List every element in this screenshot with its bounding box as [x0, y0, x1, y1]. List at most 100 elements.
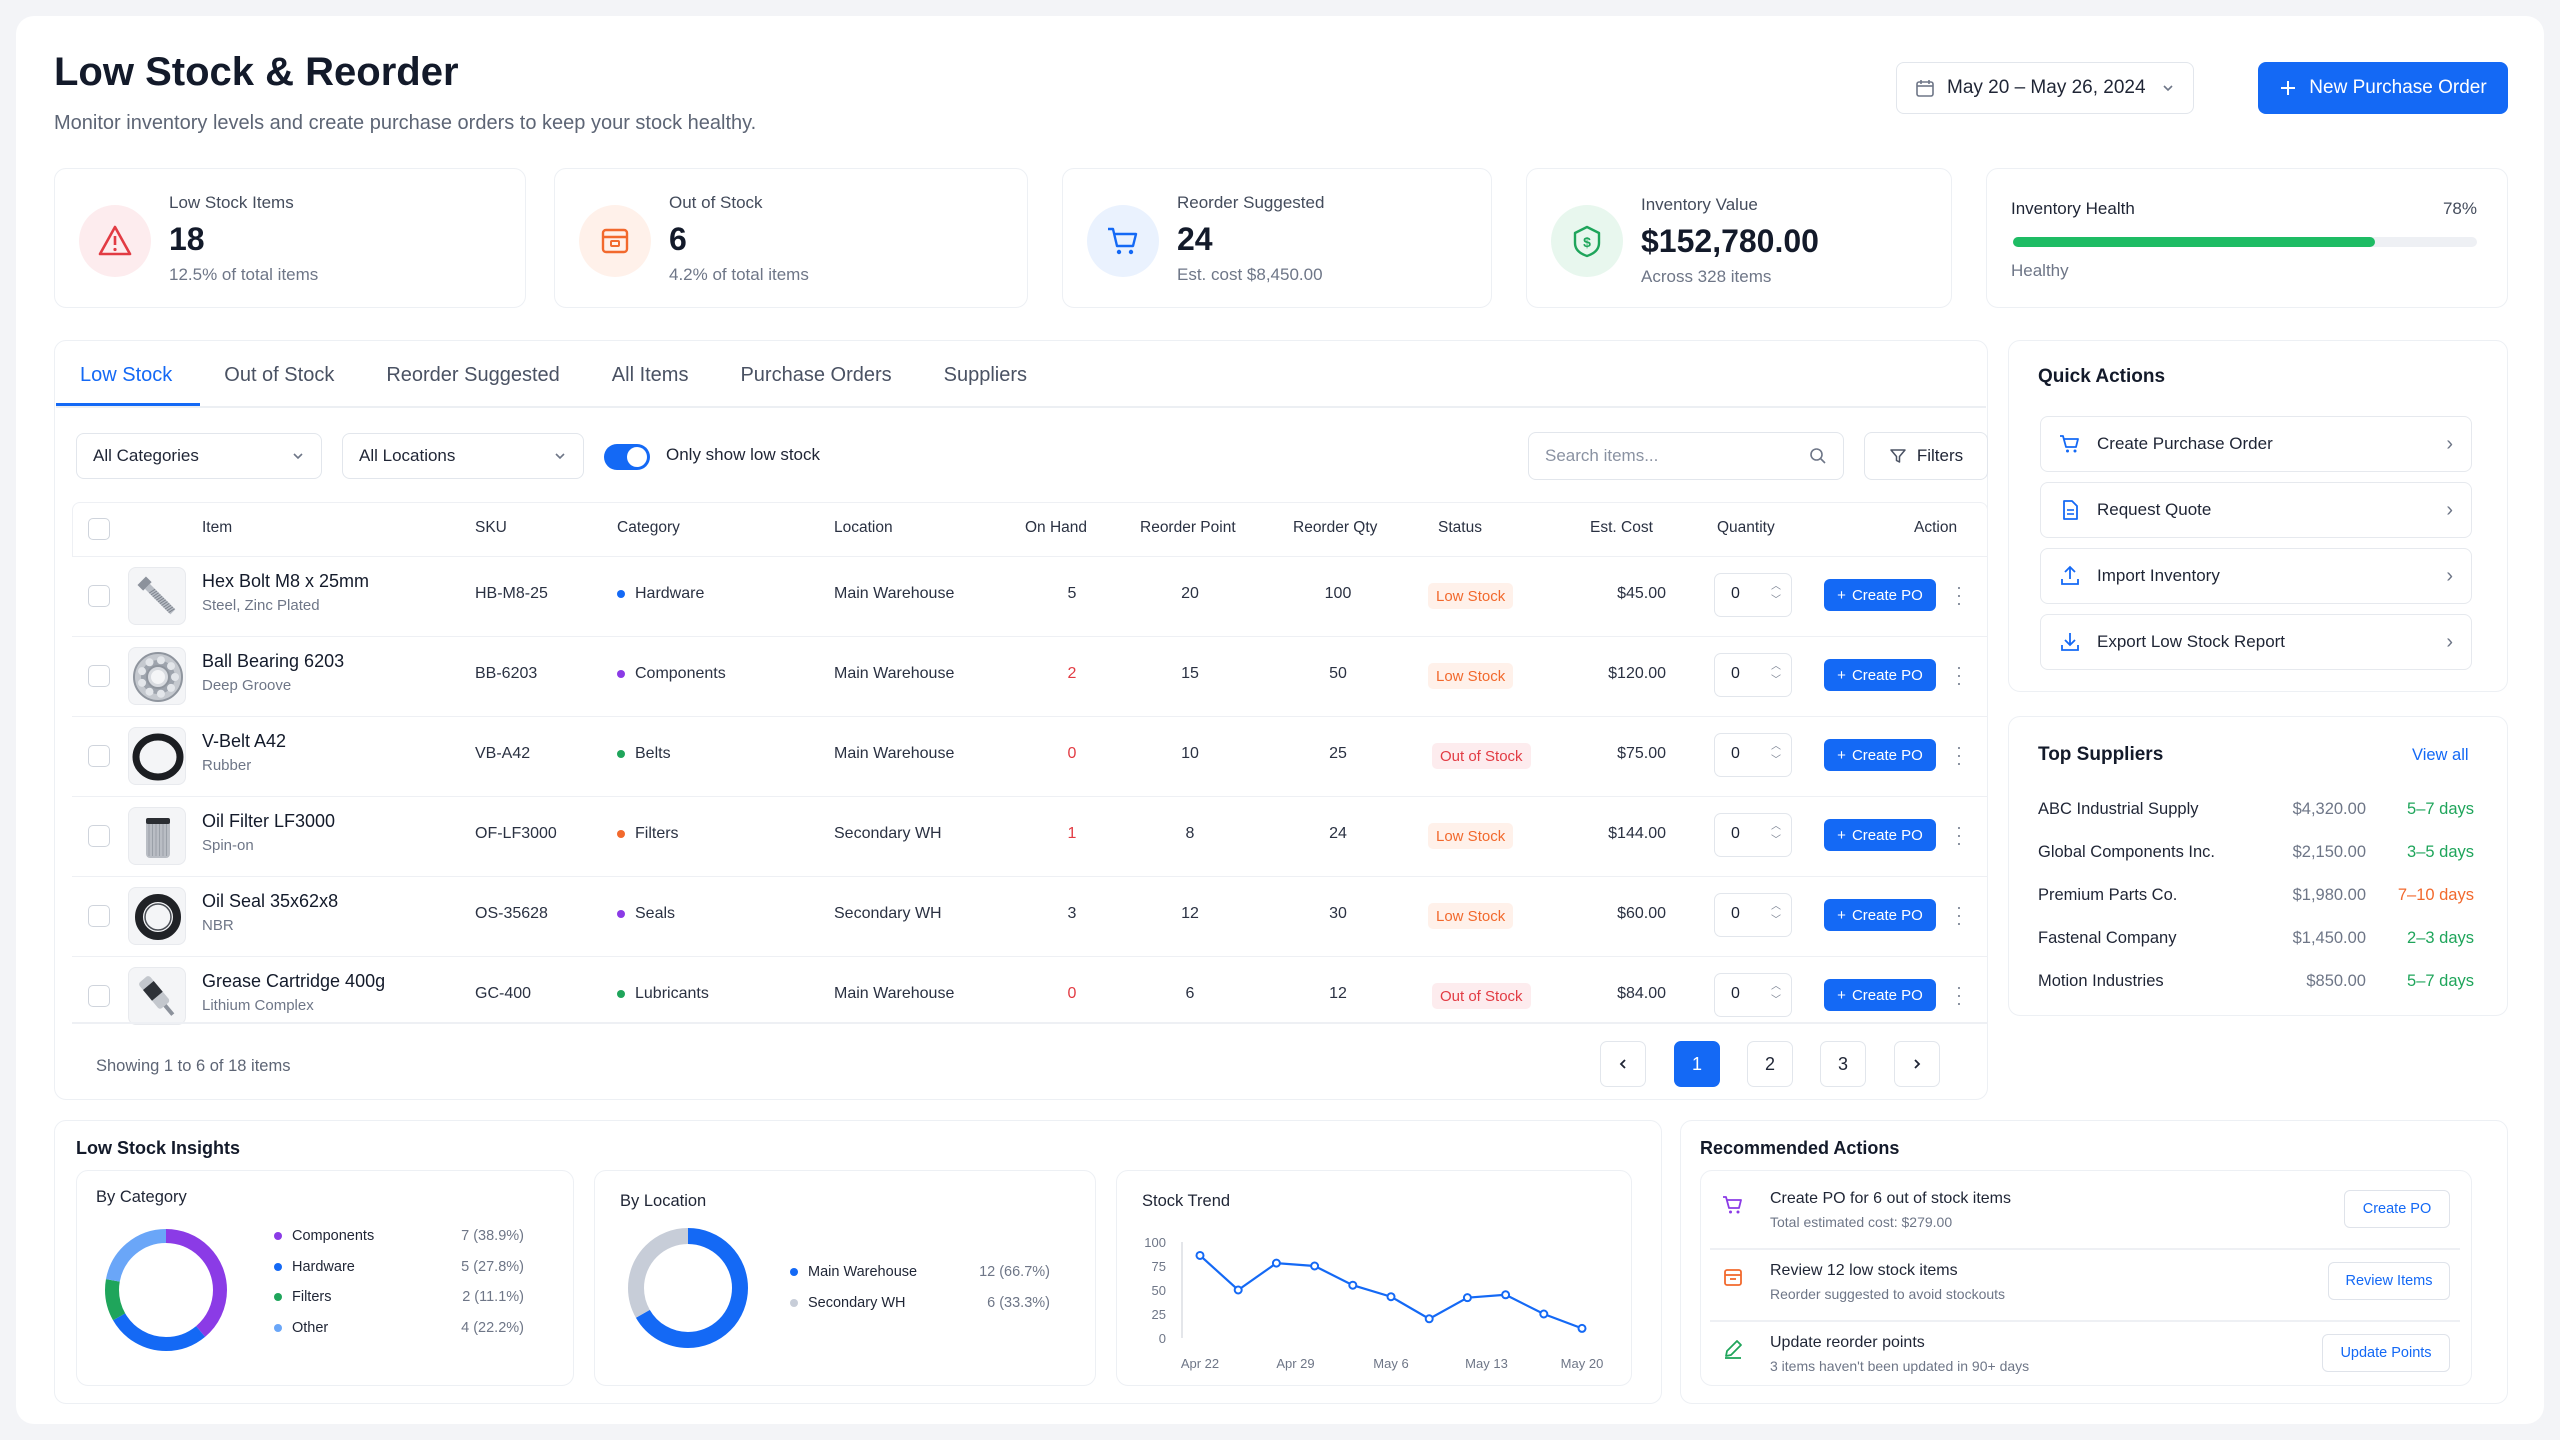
tab-reorder-suggested[interactable]: Reorder Suggested [386, 364, 560, 386]
low-stock-toggle[interactable] [604, 444, 650, 470]
legend-label: Other [292, 1319, 329, 1336]
more-options-icon[interactable]: · · · [1956, 737, 1962, 773]
view-all-suppliers-link[interactable]: View all [2412, 746, 2469, 764]
item-spec: Lithium Complex [202, 997, 314, 1014]
recommended-action-button[interactable]: Create PO [2344, 1190, 2450, 1228]
table-row: V-Belt A42 Rubber VB-A42 Belts Main Ware… [72, 716, 1988, 796]
increment-icon[interactable]: ︿ [1771, 821, 1781, 832]
more-options-icon[interactable]: · · · [1956, 817, 1962, 853]
page-button-2[interactable]: 2 [1747, 1041, 1793, 1087]
row-checkbox[interactable] [88, 745, 110, 767]
quantity-stepper[interactable]: 0 ︿ ﹀ [1714, 893, 1792, 937]
increment-icon[interactable]: ︿ [1771, 661, 1781, 672]
plus-icon: + [1837, 906, 1846, 924]
create-po-label: Create PO [1851, 906, 1923, 924]
create-po-button[interactable]: + Create PO [1824, 579, 1936, 611]
by-category-title: By Category [96, 1188, 187, 1206]
category-select[interactable]: All Categories [76, 433, 322, 479]
create-po-button[interactable]: + Create PO [1824, 819, 1936, 851]
decrement-icon[interactable]: ﹀ [1771, 835, 1781, 846]
increment-icon[interactable]: ︿ [1771, 901, 1781, 912]
grease-icon [128, 967, 186, 1025]
item-spec: Spin-on [202, 837, 254, 854]
tab-suppliers[interactable]: Suppliers [943, 364, 1028, 386]
item-name[interactable]: V-Belt A42 [202, 731, 287, 751]
new-purchase-order-label: New Purchase Order [2309, 77, 2487, 98]
decrement-icon[interactable]: ﹀ [1771, 595, 1781, 606]
item-name[interactable]: Oil Filter LF3000 [202, 811, 336, 831]
row-checkbox[interactable] [88, 905, 110, 927]
item-name[interactable]: Hex Bolt M8 x 25mm [202, 571, 370, 591]
tab-out-of-stock[interactable]: Out of Stock [224, 364, 335, 386]
supplier-name[interactable]: Global Components Inc. [2038, 843, 2216, 861]
create-po-button[interactable]: + Create PO [1824, 659, 1936, 691]
decrement-icon[interactable]: ﹀ [1771, 995, 1781, 1006]
item-category-label: Seals [635, 905, 676, 922]
item-category: Lubricants [617, 985, 709, 1003]
quick-action-export-report[interactable]: Export Low Stock Report › [2040, 614, 2472, 670]
quick-action-request-quote[interactable]: Request Quote › [2040, 482, 2472, 538]
supplier-name[interactable]: Motion Industries [2038, 972, 2164, 990]
quantity-stepper[interactable]: 0 ︿ ﹀ [1714, 973, 1792, 1017]
row-checkbox[interactable] [88, 985, 110, 1007]
more-options-icon[interactable]: · · · [1956, 577, 1962, 613]
increment-icon[interactable]: ︿ [1771, 981, 1781, 992]
search-input[interactable]: Search items... [1528, 432, 1844, 480]
more-options-icon[interactable]: · · · [1956, 897, 1962, 933]
recommended-action-item: Update reorder points 3 items haven't bee… [1700, 1322, 2470, 1392]
more-options-icon[interactable]: · · · [1956, 657, 1962, 693]
chevron-right-icon [1914, 1059, 1921, 1069]
item-est-cost: $45.00 [1617, 585, 1666, 602]
supplier-name[interactable]: Fastenal Company [2038, 929, 2177, 947]
page-button-3[interactable]: 3 [1820, 1041, 1866, 1087]
recommended-action-button[interactable]: Update Points [2322, 1334, 2450, 1372]
new-purchase-order-button[interactable]: New Purchase Order [2258, 62, 2508, 114]
box-icon [1722, 1266, 1744, 1288]
supplier-name[interactable]: ABC Industrial Supply [2038, 800, 2199, 818]
quantity-stepper[interactable]: 0 ︿ ﹀ [1714, 573, 1792, 617]
tab-all-items[interactable]: All Items [611, 364, 689, 386]
row-checkbox[interactable] [88, 825, 110, 847]
create-po-button[interactable]: + Create PO [1824, 979, 1936, 1011]
x-tick-label: May 20 [1561, 1356, 1604, 1371]
row-checkbox[interactable] [88, 665, 110, 687]
health-label: Inventory Health [2011, 199, 2135, 218]
tab-purchase-orders[interactable]: Purchase Orders [740, 364, 892, 386]
item-est-cost: $120.00 [1608, 665, 1666, 682]
item-name[interactable]: Oil Seal 35x62x8 [202, 891, 339, 911]
recommended-action-button[interactable]: Review Items [2328, 1262, 2450, 1300]
decrement-icon[interactable]: ﹀ [1771, 915, 1781, 926]
more-options-icon[interactable]: · · · [1956, 977, 1962, 1013]
create-po-button[interactable]: + Create PO [1824, 739, 1936, 771]
increment-icon[interactable]: ︿ [1771, 581, 1781, 592]
create-po-button[interactable]: + Create PO [1824, 899, 1936, 931]
row-checkbox[interactable] [88, 585, 110, 607]
location-select[interactable]: All Locations [342, 433, 584, 479]
supplier-name[interactable]: Premium Parts Co. [2038, 886, 2178, 904]
stock-trend-point [1233, 1285, 1243, 1295]
tab-low-stock[interactable]: Low Stock [56, 348, 201, 406]
quantity-stepper[interactable]: 0 ︿ ﹀ [1714, 653, 1792, 697]
item-name[interactable]: Grease Cartridge 400g [202, 971, 386, 991]
previous-page-button[interactable] [1600, 1041, 1646, 1087]
status-badge: Out of Stock [1432, 743, 1531, 769]
item-name[interactable]: Ball Bearing 6203 [202, 651, 345, 671]
quantity-stepper[interactable]: 0 ︿ ﹀ [1714, 733, 1792, 777]
cart-icon [1087, 205, 1159, 277]
quantity-stepper[interactable]: 0 ︿ ﹀ [1714, 813, 1792, 857]
edit-icon [1722, 1338, 1744, 1360]
page-button-1[interactable]: 1 [1674, 1041, 1720, 1087]
date-range-picker[interactable]: May 20 – May 26, 2024 [1896, 62, 2194, 114]
table-row: Oil Filter LF3000 Spin-on OF-LF3000 Filt… [72, 796, 1988, 876]
table-row: Hex Bolt M8 x 25mm Steel, Zinc Plated HB… [72, 556, 1988, 636]
decrement-icon[interactable]: ﹀ [1771, 675, 1781, 686]
quick-action-import-inventory[interactable]: Import Inventory › [2040, 548, 2472, 604]
filters-button[interactable]: Filters [1864, 432, 1988, 480]
increment-icon[interactable]: ︿ [1771, 741, 1781, 752]
next-page-button[interactable] [1894, 1041, 1940, 1087]
item-category: Seals [617, 905, 675, 923]
quick-action-create-purchase-order[interactable]: Create Purchase Order › [2040, 416, 2472, 472]
decrement-icon[interactable]: ﹀ [1771, 755, 1781, 766]
select-all-checkbox[interactable] [88, 518, 110, 540]
health-percent: 78% [2442, 199, 2477, 218]
